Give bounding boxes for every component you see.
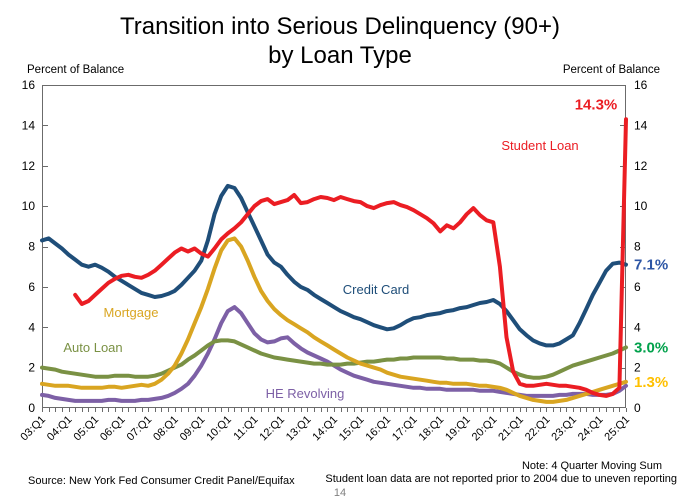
- series-line-credit-card: [40, 183, 628, 348]
- y-axis-label-left: 12: [22, 159, 36, 173]
- x-axis-label: 16:Q1: [364, 414, 394, 444]
- left-axis-title: Percent of Balance: [27, 64, 125, 76]
- series-label-he-revolving: HE Revolving: [266, 386, 345, 401]
- series-label-auto-loan: Auto Loan: [63, 340, 122, 355]
- x-axis-label: 23:Q1: [549, 414, 579, 444]
- page-title: Transition into Serious Delinquency (90+…: [0, 12, 680, 71]
- x-axis-label: 06:Q1: [98, 414, 128, 444]
- end-value-label-credit-card: 7.1%: [634, 257, 668, 274]
- source-note: Source: New York Fed Consumer Credit Pan…: [28, 475, 295, 487]
- y-axis-label-left: 14: [22, 118, 36, 132]
- x-axis-label: 22:Q1: [523, 414, 553, 444]
- x-axis-label: 12:Q1: [257, 414, 287, 444]
- x-axis-label: 11:Q1: [231, 414, 260, 443]
- series-line-student-loan: [73, 117, 628, 398]
- x-axis-label: 13:Q1: [284, 414, 314, 444]
- x-axis-label: 25:Q1: [602, 414, 632, 444]
- x-axis-label: 05:Q1: [72, 414, 102, 444]
- x-axis-label: 03:Q1: [18, 414, 48, 444]
- y-axis-label-right: 6: [634, 280, 641, 294]
- y-axis-label-left: 2: [28, 361, 35, 375]
- x-axis-label: 10:Q1: [204, 414, 234, 444]
- student-loan-data-note: Student loan data are not reported prior…: [325, 473, 677, 485]
- moving-sum-note: Note: 4 Quarter Moving Sum: [521, 460, 662, 472]
- y-axis-label-left: 8: [28, 240, 35, 254]
- end-value-label-mortgage: 1.3%: [634, 374, 668, 391]
- chart-title-line2: by Loan Type: [268, 42, 412, 70]
- x-axis-label: 18:Q1: [417, 414, 447, 444]
- end-value-label-auto-loan: 3.0%: [634, 339, 668, 356]
- chart-title-line1: Transition into Serious Delinquency (90+…: [119, 13, 560, 40]
- x-axis-label: 09:Q1: [178, 414, 208, 444]
- plot-border: [42, 85, 626, 408]
- x-axis-label: 24:Q1: [576, 414, 606, 444]
- y-axis-label-left: 6: [28, 280, 35, 294]
- x-axis-label: 07:Q1: [125, 414, 155, 444]
- y-axis-label-right: 10: [634, 199, 648, 213]
- x-axis-label: 08:Q1: [151, 414, 181, 444]
- x-axis-label: 20:Q1: [470, 414, 500, 444]
- x-axis-label: 15:Q1: [337, 414, 367, 444]
- series-label-credit-card: Credit Card: [343, 282, 409, 297]
- x-axis-label: 19:Q1: [443, 414, 473, 444]
- y-axis-label-right: 4: [634, 320, 641, 334]
- series-label-mortgage: Mortgage: [104, 305, 159, 320]
- x-axis-label: 21:Q1: [496, 414, 526, 444]
- page-number: 14: [333, 487, 347, 499]
- y-axis-label-right: 8: [634, 240, 641, 254]
- y-axis-label-right: 0: [634, 401, 641, 415]
- series-line-auto-loan: [40, 338, 628, 380]
- y-axis-label-left: 10: [22, 199, 36, 213]
- y-axis-label-left: 0: [28, 401, 35, 415]
- right-axis-title: Percent of Balance: [562, 64, 660, 76]
- end-value-label-student-loan: 14.3%: [575, 96, 618, 113]
- y-axis-label-right: 2: [634, 361, 641, 375]
- x-axis-label: 17:Q1: [390, 414, 420, 444]
- x-axis-label: 14:Q1: [310, 414, 340, 444]
- y-axis-label-right: 14: [634, 118, 648, 132]
- series-line-mortgage: [40, 236, 628, 404]
- x-axis-label: 04:Q1: [45, 414, 75, 444]
- y-axis-label-right: 12: [634, 159, 648, 173]
- series-label-student-loan: Student Loan: [501, 138, 578, 153]
- y-axis-label-left: 16: [22, 78, 36, 92]
- y-axis-label-left: 4: [28, 320, 35, 334]
- y-axis-label-right: 16: [634, 78, 648, 92]
